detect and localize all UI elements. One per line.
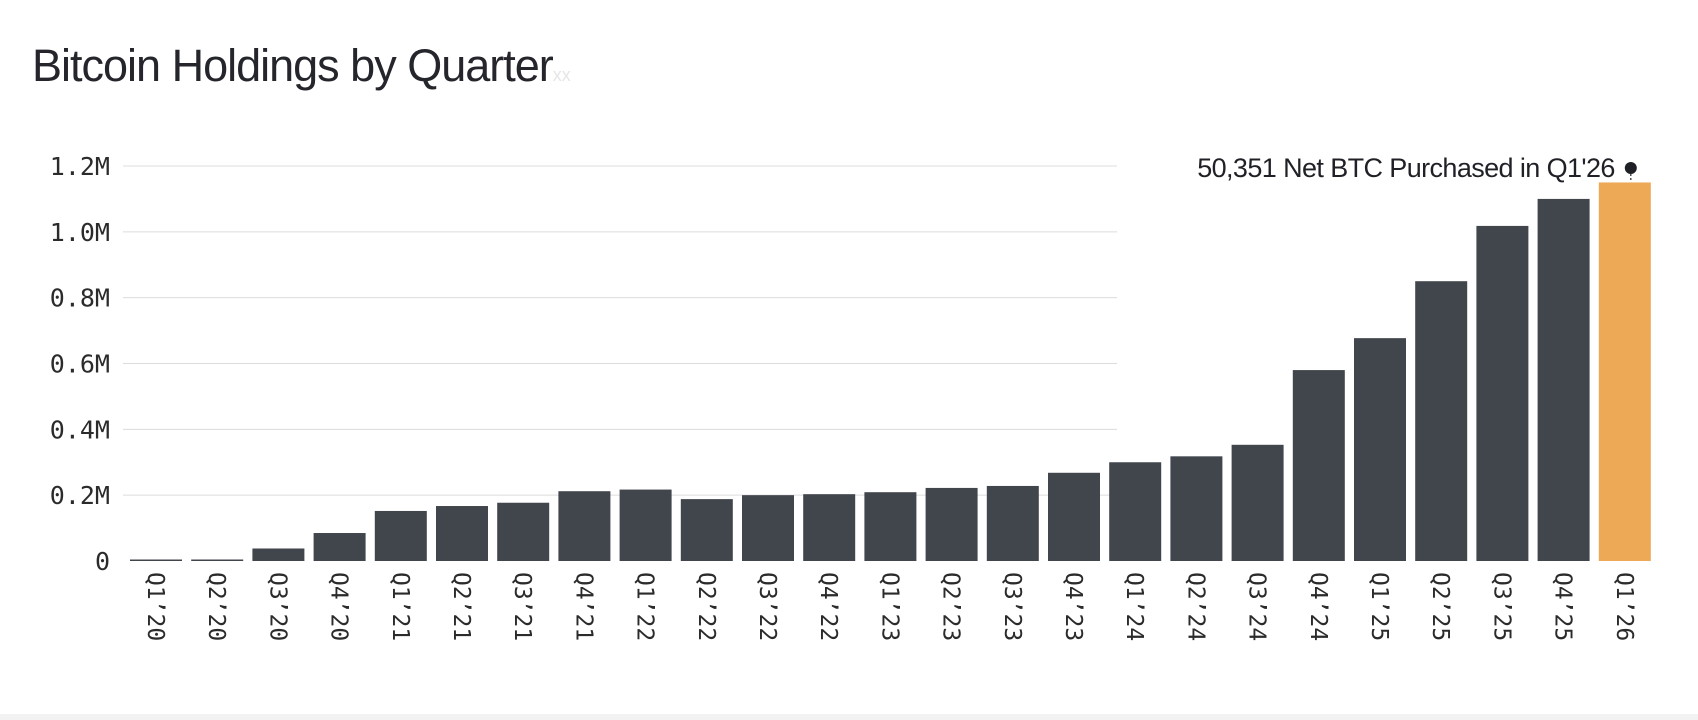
title-suffix: xx [552, 65, 571, 85]
y-tick-label: 0.4M [50, 415, 110, 444]
x-tick-label: Q1’25 [1366, 572, 1392, 641]
x-axis: Q1’20 Q2’20 Q3’20 Q4’20 Q1’21 Q2’21 Q3’21 Q4’21… [142, 572, 1637, 641]
annotation-label: 50,351 Net BTC Purchased in Q1'26 [1197, 153, 1615, 183]
bar [191, 559, 244, 561]
x-tick-label: Q4’25 [1550, 572, 1576, 641]
y-tick-label: 1.2M [50, 152, 110, 181]
x-tick-label: Q1’23 [876, 572, 902, 641]
x-tick-label: Q1’21 [387, 572, 413, 641]
bar [130, 559, 182, 561]
bar [1476, 225, 1529, 562]
page-title: Bitcoin Holdings by Quarterxx [32, 40, 571, 92]
x-tick-label: Q4’24 [1305, 572, 1331, 641]
x-tick-label: Q2’20 [203, 572, 229, 641]
bar [986, 485, 1039, 561]
x-tick-label: Q1’26 [1611, 572, 1637, 641]
x-tick-label: Q2’24 [1182, 572, 1208, 641]
x-tick-label: Q3’25 [1488, 572, 1514, 641]
x-tick-label: Q4’20 [326, 572, 352, 641]
bar [803, 494, 856, 561]
gridlines [123, 165, 1117, 496]
bar [1537, 198, 1590, 561]
annotation-dot [1624, 162, 1637, 174]
y-tick-label: 0.8M [50, 284, 110, 313]
bar [252, 548, 305, 561]
x-tick-label: Q2’23 [938, 572, 964, 641]
x-tick-label: Q3’24 [1244, 572, 1270, 641]
bar [1048, 472, 1100, 561]
y-tick-label: 1.0M [50, 218, 110, 247]
bar [864, 492, 917, 561]
bar [619, 489, 672, 561]
x-tick-label: Q1’20 [142, 572, 168, 641]
y-tick-label: 0 [95, 547, 110, 576]
x-tick-label: Q2’25 [1427, 572, 1453, 641]
x-tick-label: Q1’24 [1121, 572, 1147, 641]
bar [1231, 444, 1284, 561]
x-tick-label: Q4’23 [1060, 572, 1086, 641]
x-tick-label: Q1’22 [632, 572, 658, 641]
x-tick-label: Q3’21 [509, 572, 535, 641]
bar [1292, 370, 1345, 561]
bar [374, 510, 427, 561]
bar [1170, 456, 1223, 561]
bottom-rule [0, 714, 1698, 720]
x-tick-label: Q3’23 [999, 572, 1025, 641]
bar [1354, 338, 1406, 561]
bar [680, 499, 733, 561]
y-tick-label: 0.2M [50, 481, 110, 510]
bar [925, 487, 978, 561]
bar [742, 495, 794, 561]
bar [313, 533, 366, 561]
y-axis: 0 0.2M 0.4M 0.6M 0.8M 1.0M 1.2M [50, 152, 110, 576]
chart-title: Bitcoin Holdings by Quarter [32, 40, 554, 91]
bar [1598, 182, 1651, 562]
bar [558, 491, 611, 561]
x-tick-label: Q3’22 [754, 572, 780, 641]
bars [130, 182, 1651, 562]
x-tick-label: Q4’22 [815, 572, 841, 641]
bar [497, 502, 550, 561]
bar [1109, 462, 1162, 561]
annotation: 50,351 Net BTC Purchased in Q1'26 [1197, 153, 1637, 183]
bar [1415, 281, 1468, 561]
y-tick-label: 0.6M [50, 350, 110, 379]
bar [436, 506, 488, 561]
x-tick-label: Q4’21 [570, 572, 596, 641]
x-tick-label: Q2’22 [693, 572, 719, 641]
x-tick-label: Q2’21 [448, 572, 474, 641]
x-tick-label: Q3’20 [264, 572, 290, 641]
